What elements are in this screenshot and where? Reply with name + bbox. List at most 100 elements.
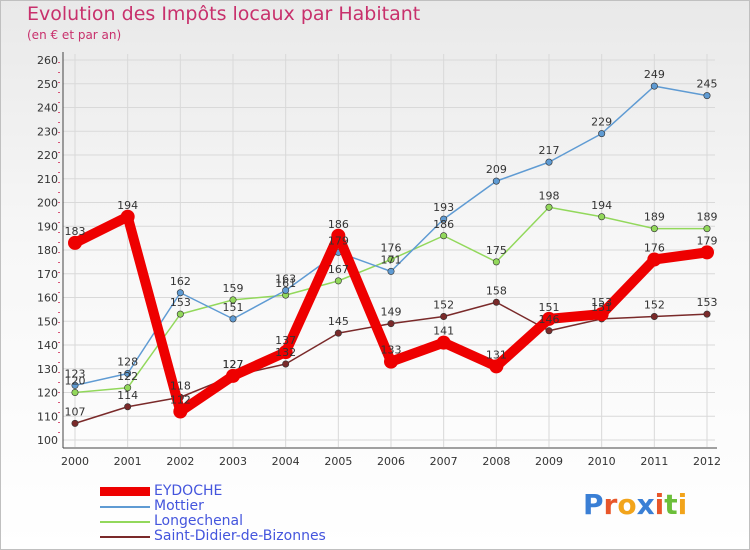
- data-label: 153: [170, 296, 191, 309]
- data-point: [226, 368, 240, 383]
- data-label: 151: [223, 301, 244, 314]
- data-point: [703, 225, 711, 233]
- y-tick-label: 150: [37, 315, 58, 328]
- data-point: [387, 255, 395, 263]
- data-point: [492, 258, 500, 266]
- data-label: 152: [644, 299, 665, 312]
- data-label: 189: [697, 211, 718, 224]
- y-tick-label: 200: [37, 197, 58, 210]
- data-label: 217: [539, 144, 560, 157]
- y-tick-label: 260: [37, 54, 58, 67]
- data-label: 152: [433, 299, 454, 312]
- data-point: [334, 277, 342, 285]
- logo-letter: i: [677, 488, 688, 521]
- data-point: [703, 92, 711, 100]
- data-label: 159: [223, 282, 244, 295]
- logo-letter: o: [617, 488, 637, 521]
- x-tick-label: 2004: [272, 455, 300, 468]
- data-label: 176: [381, 242, 402, 255]
- data-point: [598, 213, 606, 221]
- logo-letter: r: [603, 488, 618, 521]
- x-tick-label: 2008: [482, 455, 510, 468]
- legend-item-mottier[interactable]: Mottier: [100, 498, 400, 514]
- legend-swatch-eydoche: [100, 487, 150, 496]
- data-point: [71, 381, 79, 389]
- y-tick-label: 100: [37, 434, 58, 447]
- x-tick-label: 2003: [219, 455, 247, 468]
- data-point: [545, 327, 553, 335]
- data-point: [71, 388, 79, 396]
- data-point: [120, 209, 135, 224]
- data-label: 141: [433, 325, 454, 338]
- data-label: 249: [644, 68, 665, 81]
- data-label: 149: [381, 306, 402, 319]
- data-label: 151: [591, 301, 612, 314]
- data-point: [124, 384, 132, 392]
- data-label: 229: [591, 116, 612, 129]
- legend-item-eydoche[interactable]: EYDOCHE: [100, 483, 400, 499]
- data-label: 186: [433, 218, 454, 231]
- proxiti-logo: Proxiti: [583, 488, 687, 521]
- y-tick-label: 170: [37, 268, 58, 281]
- data-point: [650, 312, 658, 320]
- data-point: [384, 354, 398, 369]
- data-point: [440, 215, 448, 223]
- data-label: 158: [486, 284, 507, 297]
- data-label: 153: [697, 296, 718, 309]
- data-point: [68, 235, 82, 250]
- data-label: 153: [591, 296, 612, 309]
- data-point: [173, 404, 188, 419]
- data-point: [647, 252, 662, 267]
- data-label: 163: [275, 272, 296, 285]
- legend-label-longechenal: Longechenal: [154, 513, 244, 529]
- data-label: 194: [117, 199, 138, 212]
- data-point: [334, 329, 342, 337]
- data-point: [176, 289, 184, 297]
- data-label: 167: [328, 263, 349, 276]
- logo-letter: P: [583, 488, 604, 521]
- data-label: 123: [65, 367, 86, 380]
- y-tick-label: 240: [37, 102, 58, 115]
- data-point: [436, 335, 451, 350]
- data-point: [282, 360, 290, 368]
- data-label: 162: [170, 275, 191, 288]
- legend-swatch-saint-didier: [100, 536, 150, 538]
- data-label: 176: [644, 242, 665, 255]
- legend-swatch-longechenal: [100, 521, 150, 523]
- data-label: 122: [117, 370, 138, 383]
- legend-label-saint-didier: Saint-Didier-de-Bizonnes: [154, 528, 326, 544]
- logo-letter: t: [664, 488, 678, 521]
- data-point: [387, 267, 395, 275]
- data-point: [703, 310, 711, 318]
- x-tick-label: 2009: [535, 455, 563, 468]
- data-label: 179: [328, 234, 349, 247]
- data-label: 193: [433, 201, 454, 214]
- data-point: [71, 419, 79, 427]
- data-point: [124, 369, 132, 377]
- x-tick-label: 2006: [377, 455, 405, 468]
- chart-title: Evolution des Impôts locaux par Habitant: [27, 3, 421, 25]
- data-label: 186: [328, 218, 349, 231]
- y-tick-label: 140: [37, 339, 58, 352]
- data-label: 183: [65, 225, 86, 238]
- data-label: 209: [486, 163, 507, 176]
- data-label: 133: [381, 344, 402, 357]
- data-point: [700, 245, 714, 260]
- y-tick-label: 250: [37, 78, 58, 91]
- data-point: [492, 177, 500, 185]
- data-label: 146: [539, 313, 560, 326]
- data-label: 194: [591, 199, 612, 212]
- legend-item-longechenal[interactable]: Longechenal: [100, 513, 400, 529]
- legend-item-saint-didier[interactable]: Saint-Didier-de-Bizonnes: [100, 528, 400, 544]
- x-tick-label: 2001: [114, 455, 142, 468]
- data-label: 114: [117, 389, 138, 402]
- data-point: [598, 130, 606, 138]
- legend-label-eydoche: EYDOCHE: [154, 483, 223, 499]
- data-label: 127: [223, 358, 244, 371]
- y-tick-label: 180: [37, 244, 58, 257]
- y-tick-label: 220: [37, 149, 58, 162]
- data-label: 198: [539, 189, 560, 202]
- y-tick-label: 130: [37, 363, 58, 376]
- data-point: [545, 203, 553, 211]
- data-label: 171: [381, 253, 402, 266]
